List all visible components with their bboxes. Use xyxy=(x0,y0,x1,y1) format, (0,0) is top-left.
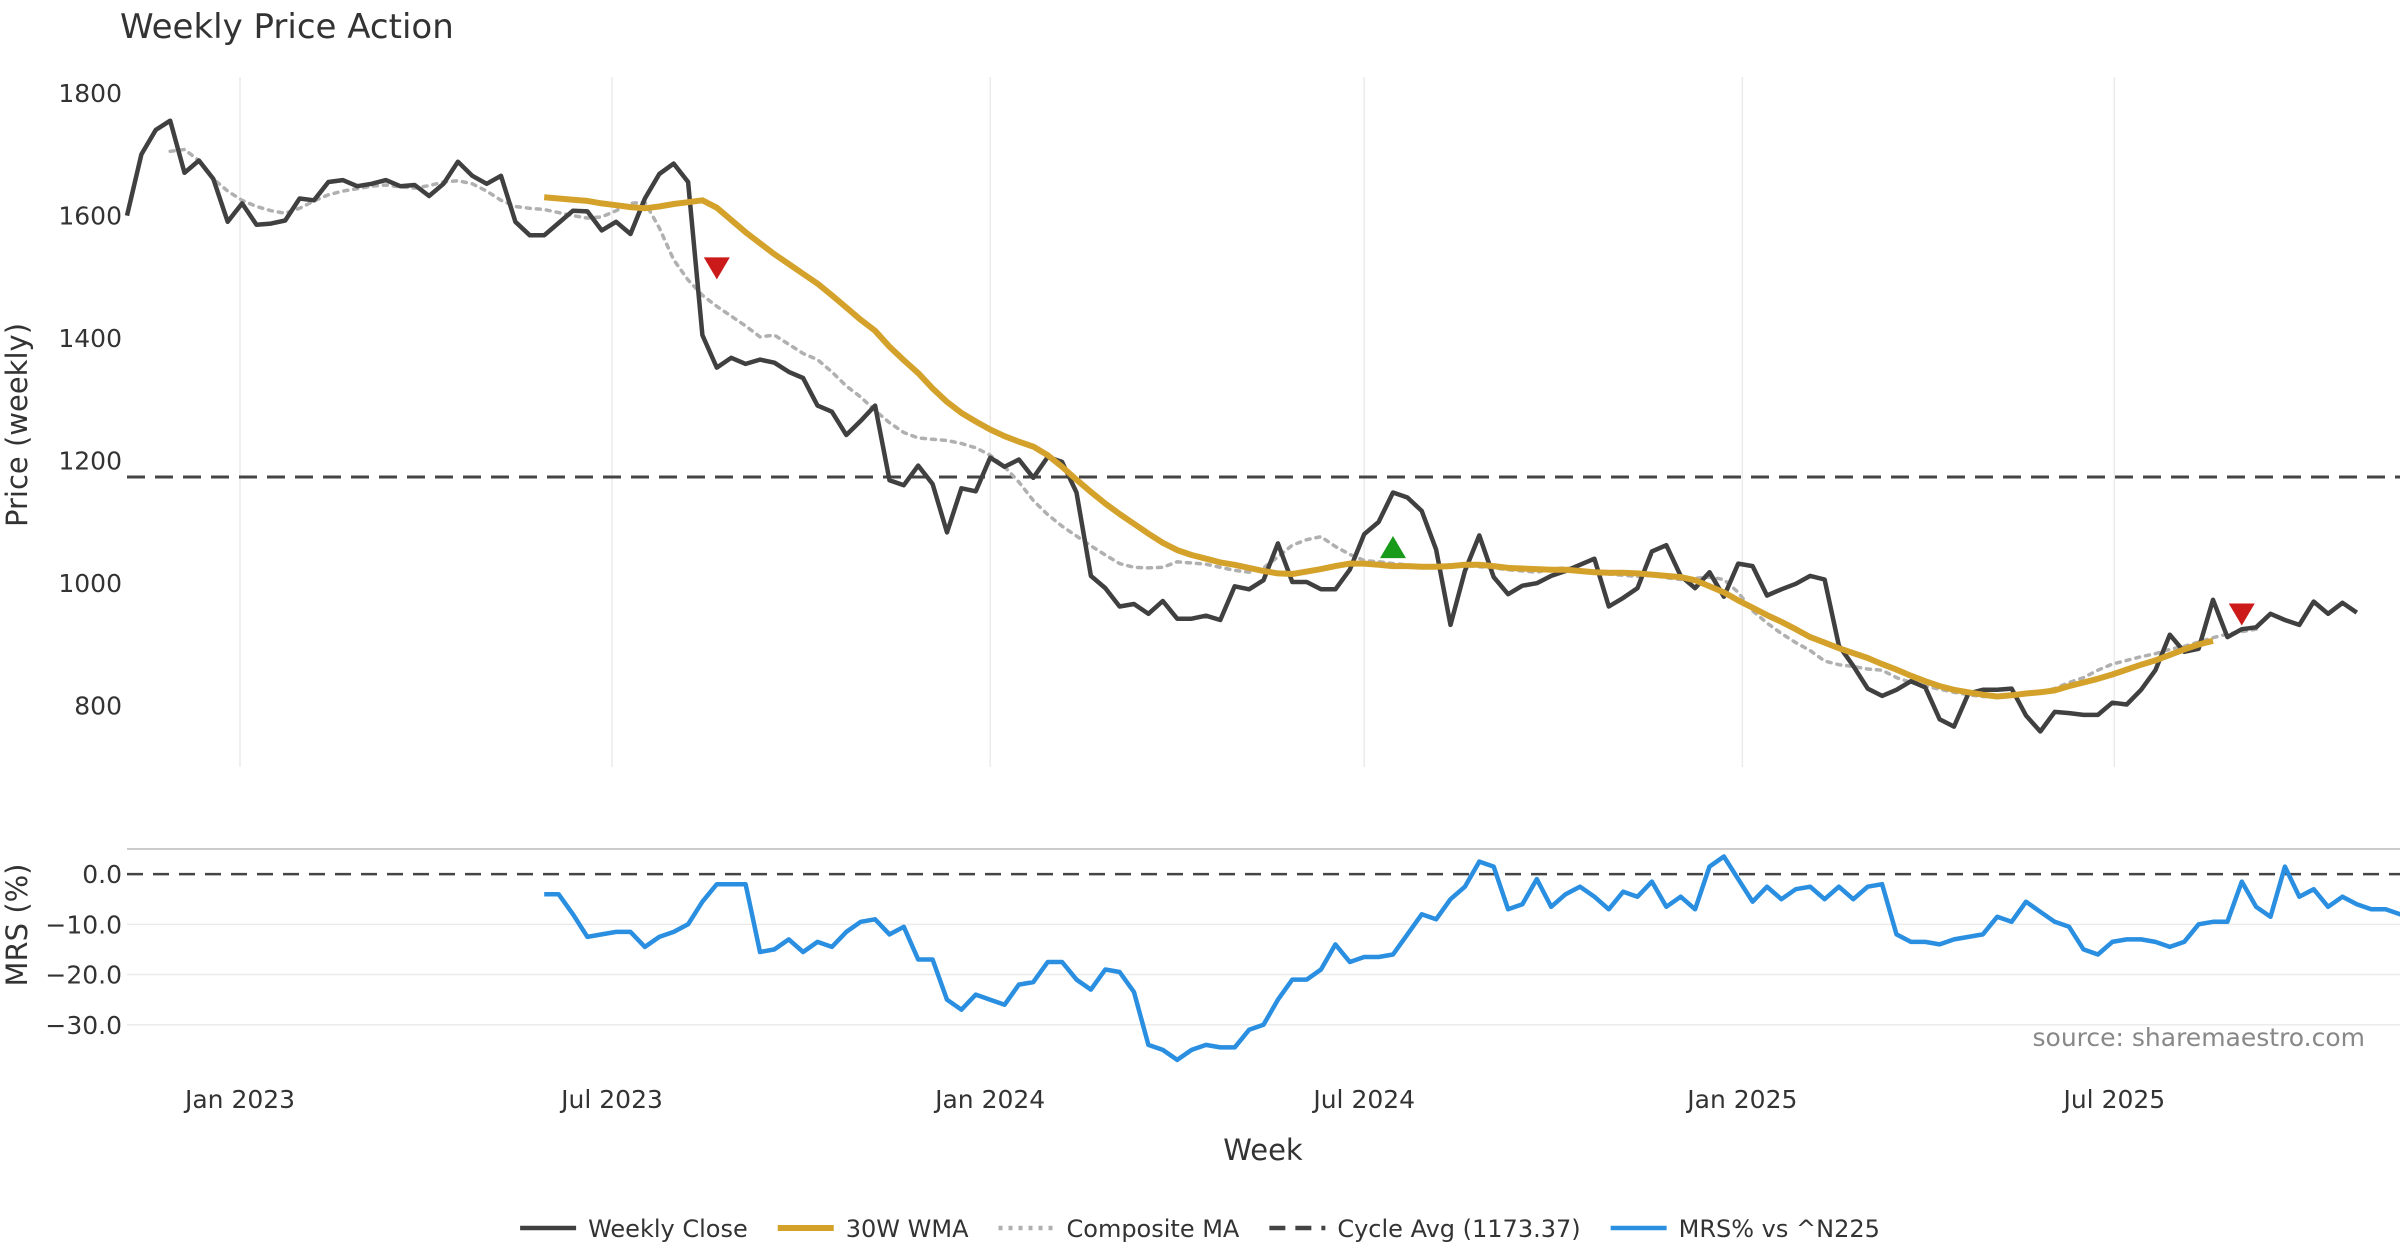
sell-signal-marker xyxy=(2228,603,2255,626)
mrs-y-tick-label: −20.0 xyxy=(45,961,122,990)
price-grid xyxy=(239,77,2116,767)
x-axis-label: Week xyxy=(1223,1133,1303,1167)
price-y-tick-label: 1400 xyxy=(58,324,122,353)
mrs-y-tick-label: −10.0 xyxy=(45,910,122,939)
wma30-line xyxy=(543,194,2214,700)
mrs-line xyxy=(544,854,2400,1063)
price-y-axis-label: Price (weekly) xyxy=(0,323,34,527)
price-y-tick-label: 1600 xyxy=(58,202,122,231)
price-y-ticks: 800 1000 1200 1400 1600 1800 xyxy=(58,79,122,721)
mrs-grid xyxy=(127,923,2400,1026)
x-tick-label: Jul 2025 xyxy=(2061,1085,2165,1114)
source-credit: source: sharemaestro.com xyxy=(2033,1023,2366,1052)
sell-signal-marker xyxy=(703,257,730,280)
price-y-tick-label: 1000 xyxy=(58,569,122,598)
buy-signal-marker xyxy=(1379,535,1406,559)
chart-title: Weekly Price Action xyxy=(120,7,454,47)
price-panel: 800 1000 1200 1400 1600 1800 Price (weekly) xyxy=(0,77,2400,767)
signal-markers xyxy=(703,257,2255,626)
mrs-panel: 0.0 −10.0 −20.0 −30.0 MRS (%) source: share… xyxy=(0,848,2400,1063)
legend: Weekly Close 30W WMA Composite MA Cycle Avg… xyxy=(520,1215,1880,1243)
legend-label-weekly_close: Weekly Close xyxy=(588,1215,748,1243)
legend-label-composite_ma: Composite MA xyxy=(1067,1215,1240,1243)
mrs-y-tick-label: 0.0 xyxy=(82,860,122,889)
price-y-tick-label: 1200 xyxy=(58,447,122,476)
x-tick-label: Jan 2025 xyxy=(1685,1085,1797,1114)
legend-label-wma30: 30W WMA xyxy=(846,1215,969,1243)
legend-label-mrs: MRS% vs ^N225 xyxy=(1679,1215,1880,1243)
weekly-close-line xyxy=(124,118,2359,734)
mrs-y-axis-label: MRS (%) xyxy=(0,864,34,987)
mrs-y-tick-label: −30.0 xyxy=(45,1011,122,1040)
legend-label-cycle_avg: Cycle Avg (1173.37) xyxy=(1337,1215,1580,1243)
price-y-tick-label: 1800 xyxy=(58,79,122,108)
composite-ma-line xyxy=(168,147,2258,699)
x-tick-label: Jan 2024 xyxy=(933,1085,1045,1114)
mrs-y-ticks: 0.0 −10.0 −20.0 −30.0 xyxy=(45,860,122,1040)
x-tick-label: Jul 2023 xyxy=(559,1085,663,1114)
price-y-tick-label: 800 xyxy=(74,692,122,721)
x-axis-ticks: Jan 2023 Jul 2023 Jan 2024 Jul 2024 Jan 2025… xyxy=(183,1085,2165,1114)
x-tick-label: Jan 2023 xyxy=(183,1085,295,1114)
x-tick-label: Jul 2024 xyxy=(1311,1085,1415,1114)
